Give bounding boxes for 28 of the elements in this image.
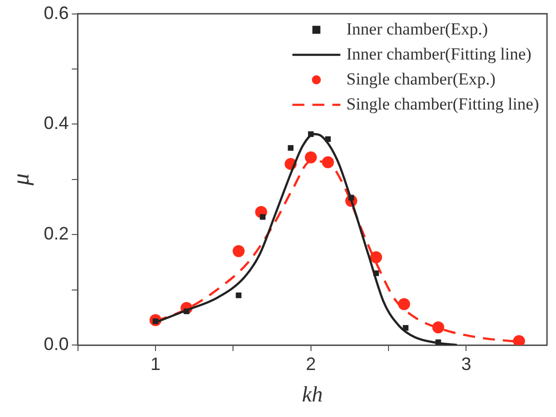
x-axis-title: kh [302, 382, 323, 407]
point [308, 131, 314, 137]
point [236, 292, 242, 298]
point [325, 136, 331, 142]
legend-label: Single chamber(Exp.) [346, 69, 496, 88]
y-tick-label: 0.4 [44, 113, 69, 134]
point [304, 151, 317, 164]
point [232, 245, 245, 258]
legend-label: Inner chamber(Fitting line) [346, 44, 532, 64]
point [432, 321, 444, 334]
legend-label: Single chamber(Fitting line) [346, 94, 540, 114]
y-tick-label: 0.0 [44, 334, 69, 354]
point [435, 339, 442, 345]
point [184, 308, 190, 314]
y-axis-title: μ [8, 173, 35, 186]
legend-label: Inner chamber(Exp.) [346, 19, 488, 38]
point [398, 298, 410, 310]
point [288, 145, 294, 151]
point [402, 325, 408, 331]
point [322, 156, 334, 168]
point [370, 251, 382, 264]
point [260, 214, 266, 220]
x-tick-label: 3 [461, 354, 472, 374]
x-tick-label: 2 [306, 354, 316, 374]
y-tick-label: 0.2 [44, 224, 69, 244]
x-tick-label: 1 [150, 354, 161, 374]
y-tick-label: 0.6 [44, 2, 69, 23]
point [373, 270, 379, 276]
